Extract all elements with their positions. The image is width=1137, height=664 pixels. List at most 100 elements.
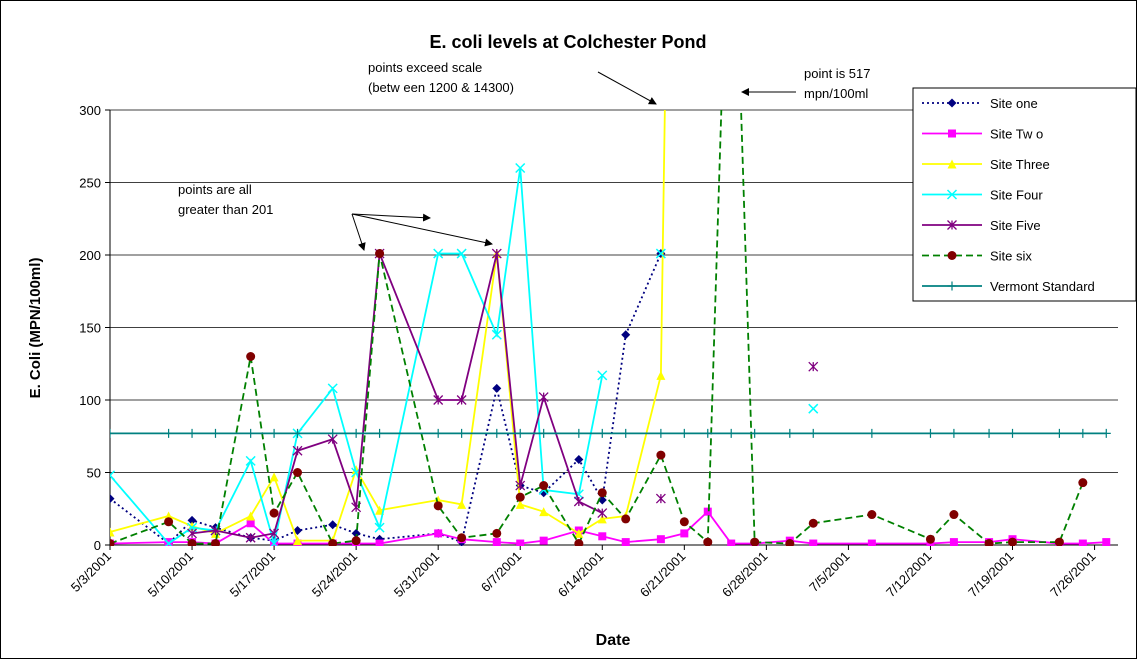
point xyxy=(491,329,502,340)
point xyxy=(492,428,502,438)
point xyxy=(984,428,994,438)
point xyxy=(351,528,361,538)
point xyxy=(187,515,197,525)
point xyxy=(656,428,666,438)
point xyxy=(946,189,958,200)
point xyxy=(187,539,197,546)
point xyxy=(433,501,443,511)
point xyxy=(573,489,584,500)
point xyxy=(1008,428,1018,438)
point xyxy=(1054,428,1064,438)
point xyxy=(351,536,361,546)
annotation: greater than 201 xyxy=(178,202,273,217)
point xyxy=(457,428,467,438)
plot-area xyxy=(110,110,1111,546)
point xyxy=(515,480,526,491)
point xyxy=(808,518,818,528)
point xyxy=(492,528,502,538)
legend-label: Site Three xyxy=(990,157,1050,172)
point xyxy=(949,428,959,438)
point xyxy=(434,529,443,538)
point xyxy=(539,481,549,491)
point xyxy=(110,527,115,537)
point xyxy=(245,455,256,466)
point xyxy=(750,537,760,546)
point xyxy=(292,445,303,456)
point xyxy=(947,281,957,291)
point xyxy=(269,472,279,482)
legend-label: Site Tw o xyxy=(990,127,1043,142)
point xyxy=(680,529,689,538)
point xyxy=(293,468,303,477)
point xyxy=(515,162,526,174)
legend-label: Site Five xyxy=(990,218,1041,233)
point xyxy=(538,392,549,403)
point xyxy=(433,395,444,405)
point xyxy=(375,539,384,546)
series xyxy=(110,110,1088,546)
point xyxy=(808,361,819,372)
arrow xyxy=(351,213,431,222)
y-tick-label: 100 xyxy=(79,393,101,408)
point xyxy=(539,428,549,438)
point xyxy=(374,522,385,533)
point xyxy=(516,539,525,546)
point xyxy=(703,507,712,516)
point xyxy=(433,248,444,259)
point xyxy=(163,538,174,546)
point xyxy=(515,492,525,502)
point xyxy=(948,129,956,138)
annotation: point is 517 xyxy=(804,66,871,81)
point xyxy=(293,428,303,438)
point xyxy=(574,539,584,546)
point xyxy=(574,454,584,464)
point xyxy=(703,428,713,438)
point xyxy=(164,428,174,438)
point xyxy=(515,428,525,438)
point xyxy=(867,539,876,546)
point xyxy=(808,403,819,414)
point xyxy=(246,519,255,528)
point xyxy=(867,510,877,520)
point xyxy=(210,428,220,438)
point xyxy=(456,248,467,259)
point xyxy=(269,538,280,546)
point xyxy=(655,248,666,259)
point xyxy=(375,249,385,259)
point xyxy=(1102,538,1111,546)
annotation: mpn/100ml xyxy=(804,86,868,101)
point xyxy=(656,450,666,460)
y-tick-label: 300 xyxy=(79,103,101,118)
point xyxy=(947,159,957,169)
point xyxy=(621,538,630,546)
point xyxy=(245,532,256,543)
point xyxy=(515,499,525,509)
point xyxy=(621,514,631,524)
annotations: points exceed scale (betw een 1200 & 143… xyxy=(178,60,871,251)
point xyxy=(1101,428,1111,438)
point xyxy=(949,538,958,546)
point xyxy=(597,428,607,438)
point xyxy=(808,428,818,438)
annotation: points are all xyxy=(178,182,252,197)
point xyxy=(539,536,548,545)
point xyxy=(375,505,385,515)
point xyxy=(210,539,220,546)
point xyxy=(598,532,607,541)
point xyxy=(327,383,338,394)
point xyxy=(110,428,115,438)
point xyxy=(925,534,935,544)
point xyxy=(809,539,818,546)
point xyxy=(726,428,736,438)
point xyxy=(433,428,443,438)
point xyxy=(246,352,256,361)
point xyxy=(269,528,280,539)
chart-title: E. coli levels at Colchester Pond xyxy=(429,32,706,52)
point xyxy=(1054,537,1064,546)
arrow xyxy=(351,213,493,247)
point xyxy=(679,517,689,527)
point xyxy=(574,528,584,538)
point xyxy=(656,535,665,544)
point xyxy=(655,493,666,504)
